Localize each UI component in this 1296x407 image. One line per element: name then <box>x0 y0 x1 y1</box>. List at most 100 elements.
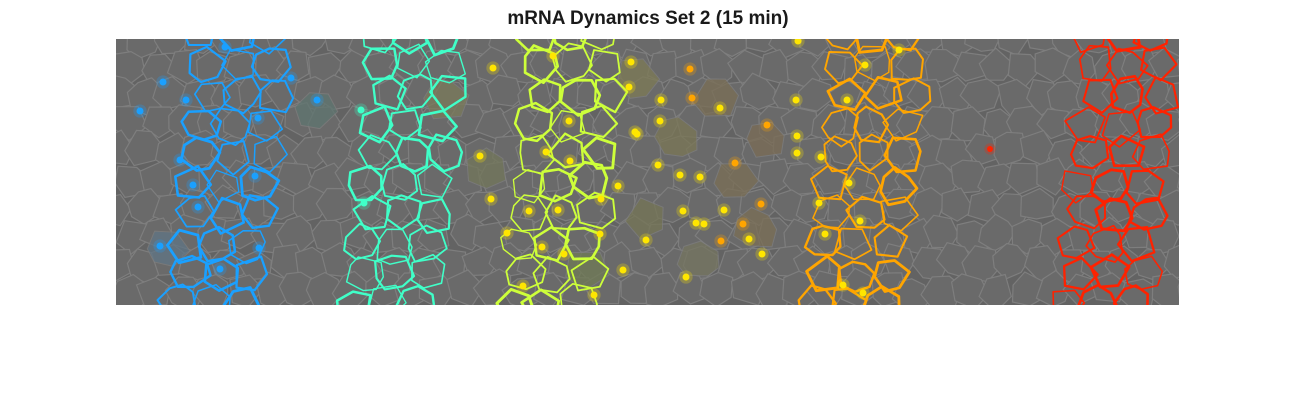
yellow-mrna-spot <box>489 64 497 72</box>
blue-outlined-cell <box>173 165 213 199</box>
orange-outlined-cell <box>853 45 891 82</box>
yellow-mrna-spot <box>731 159 739 167</box>
lime-outlined-cell <box>514 39 555 52</box>
red-outlined-cell <box>1056 225 1096 260</box>
orange-outlined-cell <box>797 284 838 305</box>
yellow-mrna-spot <box>815 199 823 207</box>
yellow-mrna-spot <box>739 220 747 228</box>
red-outlined-cell <box>1125 169 1165 205</box>
background-cell <box>418 275 457 305</box>
blue-outlined-cell <box>174 194 215 228</box>
red-outlined-cell <box>1136 106 1173 139</box>
yellow-mrna-spot <box>525 207 533 215</box>
yellow-mrna-spot <box>821 230 829 238</box>
yellow-mrna-spot <box>679 207 687 215</box>
yellow-mrna-spot <box>700 220 708 228</box>
blue-mrna-spot <box>216 265 224 273</box>
lime-outlined-cell <box>570 255 610 292</box>
yellow-mrna-spot <box>476 152 484 160</box>
background-cell <box>278 271 318 305</box>
yellow-mrna-spot <box>657 96 665 104</box>
background-cell <box>1163 244 1179 279</box>
background-cell <box>1177 118 1179 123</box>
blue-outlined-cell <box>180 136 222 172</box>
cyan-stripe <box>335 39 467 305</box>
background-cell <box>515 132 552 171</box>
background-cell <box>488 242 524 278</box>
background-cell <box>1160 133 1179 169</box>
lime-outlined-cell <box>538 168 578 203</box>
red-outlined-cell <box>1085 224 1124 263</box>
lime-outlined-cell <box>559 78 602 117</box>
blue-outlined-cell <box>169 254 212 289</box>
orange-outlined-cell <box>821 107 859 148</box>
lime-outlined-cell <box>576 191 617 230</box>
tinted-cell <box>676 240 720 277</box>
yellow-mrna-spot <box>845 179 853 187</box>
blue-outlined-cell <box>235 255 269 292</box>
lime-outlined-cell <box>528 78 562 114</box>
orange-outlined-cell <box>863 75 903 110</box>
yellow-mrna-spot <box>503 229 511 237</box>
lime-outlined-cell <box>500 228 538 260</box>
background-cell <box>1177 282 1179 298</box>
yellow-mrna-spot <box>859 289 867 297</box>
yellow-mrna-spot <box>566 157 574 165</box>
background-cell <box>264 73 303 112</box>
blue-outlined-cell <box>209 107 251 147</box>
red-outlined-cell <box>1131 133 1170 171</box>
red-outlined-cell <box>1094 197 1134 233</box>
red-outlined-cell <box>1128 196 1169 231</box>
yellow-mrna-spot <box>554 206 562 214</box>
red-outlined-cell <box>1112 284 1149 305</box>
background-cell <box>139 160 178 197</box>
background-cell <box>918 105 959 141</box>
lime-outlined-cell <box>567 160 609 200</box>
red-outlined-cell <box>1064 106 1107 144</box>
tinted-cell <box>423 77 470 120</box>
background-cell <box>644 272 679 305</box>
blue-outlined-cell <box>221 48 255 81</box>
yellow-mrna-spot <box>676 171 684 179</box>
background-cell <box>713 39 748 58</box>
cyan-outlined-cell <box>391 39 429 55</box>
background-cell <box>895 105 931 146</box>
red-outlined-cell <box>1144 76 1179 115</box>
lime-outlined-cell <box>495 287 534 305</box>
cell-mesh <box>116 39 1179 305</box>
blue-outlined-cell <box>228 229 266 265</box>
blue-outlined-cell <box>156 283 197 305</box>
cyan-outlined-cell <box>396 73 434 111</box>
background-cell <box>964 39 1001 52</box>
orange-outlined-cell <box>885 39 920 52</box>
background-cell <box>1176 176 1179 189</box>
yellow-mrna-spot <box>817 153 825 161</box>
cyan-outlined-cell <box>361 47 399 81</box>
cyan-outlined-cell <box>424 49 466 84</box>
orange-outlined-cell <box>853 105 890 144</box>
red-outlined-cell <box>1069 135 1110 170</box>
yellow-mrna-spot <box>642 236 650 244</box>
background-cell <box>959 78 1002 113</box>
yellow-mrna-spot <box>688 94 696 102</box>
lime-outlined-cell <box>594 77 629 114</box>
blue-outlined-cell <box>240 194 280 230</box>
yellow-mrna-spot <box>631 128 639 136</box>
background-cell <box>978 273 1012 305</box>
background-cell <box>978 47 1016 81</box>
yellow-mrna-spot <box>549 52 557 60</box>
orange-outlined-cell <box>855 39 889 54</box>
red-outlined-cell <box>1109 74 1144 114</box>
lime-outlined-cell <box>520 288 561 305</box>
yellow-mrna-spot <box>856 217 864 225</box>
lime-outlined-cell <box>579 104 619 139</box>
yellow-mrna-spot <box>656 117 664 125</box>
background-cell <box>797 77 835 112</box>
blue-outlined-cell <box>209 196 245 235</box>
yellow-mrna-spot <box>758 250 766 258</box>
background-cell <box>1151 273 1179 305</box>
cyan-outlined-cell <box>394 136 430 173</box>
cyan-outlined-cell <box>416 163 453 198</box>
cyan-outlined-cell <box>376 228 413 265</box>
yellow-mrna-spot <box>839 281 847 289</box>
